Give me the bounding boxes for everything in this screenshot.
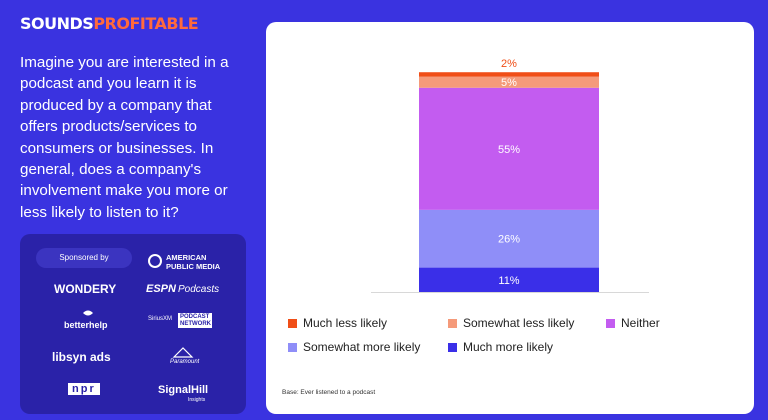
- legend-swatch-neither: [606, 318, 615, 328]
- legend-swatch-somewhat-less: [448, 318, 457, 328]
- sponsor-npr: npr: [68, 383, 100, 395]
- legend-swatch-much-less: [288, 318, 297, 328]
- survey-question: Imagine you are interested in a podcast …: [20, 54, 229, 221]
- sponsor-wondery: WONDERY: [54, 282, 117, 296]
- sponsor-siriusxm: SiriusXM: [148, 316, 173, 322]
- sponsor-espn-podcasts: Podcasts: [178, 284, 220, 295]
- legend-label-much-more: Much more likely: [463, 340, 554, 354]
- sponsor-apm-line1: AMERICAN: [166, 253, 207, 262]
- legend-label-somewhat-less: Somewhat less likely: [463, 316, 575, 330]
- data-label-neither: 55%: [498, 144, 520, 156]
- sponsor-signalhill-insights: Insights: [188, 397, 206, 403]
- sponsored-by-label: Sponsored by: [36, 248, 132, 268]
- legend-label-neither: Neither: [621, 316, 660, 330]
- siriusxm-podcast-network-box: PODCAST NETWORK: [178, 313, 212, 328]
- data-label-much-more-likely: 11%: [498, 275, 519, 287]
- bar-segment-somewhat-more-likely: [419, 209, 599, 268]
- paramount-logo-icon: [172, 347, 194, 358]
- sponsor-panel: Sponsored by AMERICAN PUBLIC MEDIA WONDE…: [20, 234, 246, 414]
- legend-item-somewhat-more: Somewhat more likely: [288, 340, 420, 354]
- sponsor-libsyn-ads: libsyn ads: [52, 350, 111, 364]
- sponsor-siriusxm-network: NETWORK: [180, 321, 211, 327]
- legend-label-somewhat-more: Somewhat more likely: [303, 340, 421, 354]
- sponsor-signalhill: SignalHill: [158, 384, 209, 396]
- sponsor-betterhelp: betterhelp: [64, 320, 108, 330]
- data-label-somewhat-more-likely: 26%: [498, 234, 520, 246]
- legend-item-much-less: Much less likely: [288, 316, 387, 330]
- data-label-somewhat-less-likely: 5%: [501, 77, 517, 89]
- bar-segment-much-more-likely: [419, 267, 599, 292]
- bar-segment-neither: [419, 87, 599, 210]
- base-note: Base: Ever listened to a podcast: [282, 389, 376, 396]
- chart-card: 11% 26% 55% 5% 2% Much less likely Somewhat …: [266, 22, 754, 414]
- apm-logo-icon: [148, 254, 162, 268]
- legend-label-much-less: Much less likely: [303, 316, 388, 330]
- legend-item-somewhat-less: Somewhat less likely: [448, 316, 574, 330]
- sponsor-espn: ESPN: [146, 283, 176, 295]
- data-label-much-less-likely: 2%: [501, 58, 517, 70]
- legend-item-neither: Neither: [606, 316, 660, 330]
- sounds-profitable-logo: SOUNDSPROFITABLE: [20, 14, 199, 33]
- betterhelp-logo-icon: [83, 310, 93, 316]
- legend-swatch-somewhat-more: [288, 342, 297, 352]
- bar-segment-somewhat-less-likely: [419, 76, 599, 88]
- logo-part-2: PROFITABLE: [93, 14, 199, 33]
- legend-swatch-much-more: [448, 342, 457, 352]
- stacked-bar-chart: 11% 26% 55% 5% 2%: [371, 58, 649, 293]
- legend-item-much-more: Much more likely: [448, 340, 553, 354]
- logo-part-1: SOUNDS: [20, 14, 94, 33]
- sponsor-paramount: Paramount: [170, 359, 200, 365]
- sponsor-apm-line2: PUBLIC MEDIA: [166, 262, 221, 271]
- bar-segment-much-less-likely: [419, 72, 599, 77]
- sponsor-siriusxm-podcast: PODCAST: [180, 314, 210, 320]
